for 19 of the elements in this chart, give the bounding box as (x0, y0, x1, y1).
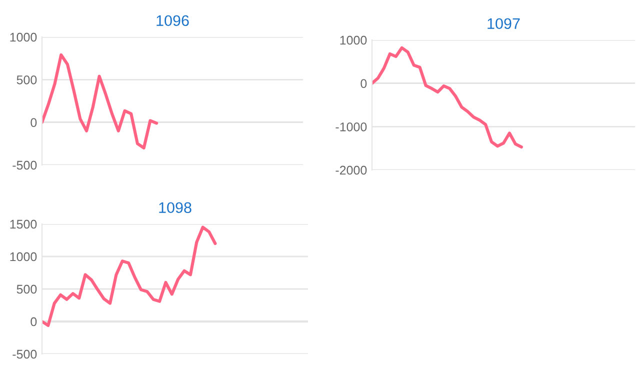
y-tick-label: -1000 (336, 122, 367, 132)
y-tick-label: 500 (16, 284, 37, 294)
y-tick-label: 0 (30, 317, 37, 326)
line-series (42, 53, 158, 150)
y-tick-label: -2000 (336, 166, 367, 175)
y-tick-label: 1000 (340, 36, 367, 45)
y-tick-label: 500 (16, 75, 37, 84)
y-tick-label: 0 (360, 79, 367, 88)
chart-title: 1096 (156, 15, 189, 26)
y-tick-label: 1500 (10, 220, 37, 229)
y-tick-label: -500 (12, 160, 37, 170)
y-tick-label: 1000 (10, 32, 37, 42)
y-tick-label: 0 (30, 118, 37, 127)
y-tick-label: 1000 (10, 252, 37, 262)
y-tick-label: -500 (12, 350, 37, 359)
line-series (42, 226, 217, 327)
line-series (372, 46, 523, 149)
chart-title: 1097 (488, 18, 520, 30)
chart-title: 1098 (159, 202, 192, 214)
